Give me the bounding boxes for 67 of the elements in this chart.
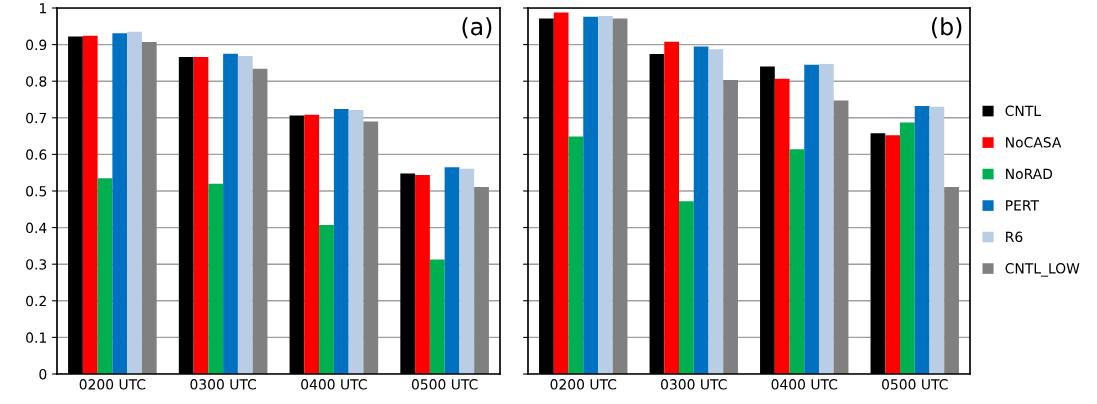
x-tick-label: 0300 UTC — [661, 379, 727, 390]
bar — [693, 46, 709, 374]
y-tick-label: 0.6 — [26, 149, 47, 160]
y-tick-label: 0 — [39, 368, 47, 380]
legend-label: R6 — [1006, 231, 1023, 243]
x-tick-label: 0200 UTC — [550, 379, 617, 390]
annotation: (b) — [931, 17, 962, 39]
bar — [900, 122, 915, 374]
y-tick-label: 0.8 — [26, 76, 47, 87]
y-tick-label: 0.1 — [26, 332, 46, 343]
bar — [348, 110, 364, 374]
bar — [568, 136, 584, 374]
y-tick-label: 0.9 — [26, 39, 47, 51]
bar — [112, 33, 128, 374]
bar — [929, 106, 945, 374]
bar — [708, 49, 724, 374]
bar — [885, 135, 901, 374]
bar — [429, 259, 445, 374]
bar — [459, 168, 475, 374]
bar — [333, 109, 349, 374]
bar — [553, 12, 569, 374]
bar — [252, 68, 268, 374]
bar — [664, 41, 680, 374]
bar — [597, 16, 613, 374]
x-tick-label: 0200 UTC — [79, 379, 146, 390]
y-tick-label: 1 — [39, 3, 46, 14]
y-tick-label: 0.2 — [26, 295, 46, 307]
bar — [127, 31, 142, 374]
bar — [363, 121, 379, 374]
legend-label: CNTL_LOW — [1005, 263, 1080, 277]
x-tick-label: 0400 UTC — [301, 379, 367, 390]
bar — [914, 106, 930, 374]
bar — [804, 64, 819, 374]
bar — [193, 57, 209, 374]
x-tick-label: 0500 UTC — [411, 379, 478, 390]
bar — [679, 201, 694, 374]
bar — [818, 64, 834, 374]
bar — [223, 53, 238, 374]
x-tick-label: 0500 UTC — [882, 379, 948, 390]
bar — [789, 149, 805, 374]
bar — [415, 174, 430, 374]
y-tick-label: 0.5 — [26, 185, 47, 197]
y-tick-label: 0.7 — [26, 112, 47, 124]
bar — [583, 16, 598, 374]
bar — [141, 42, 157, 374]
legend-label: PERT — [1006, 200, 1040, 211]
legend-label: CNTL — [1005, 105, 1041, 117]
bar — [612, 18, 628, 374]
bar — [208, 183, 224, 374]
annotation: (a) — [462, 17, 492, 39]
y-tick-label: 0.3 — [26, 259, 47, 270]
bar — [82, 35, 98, 374]
bar — [723, 80, 738, 374]
bar — [774, 78, 790, 374]
x-tick-label: 0400 UTC — [771, 379, 838, 390]
legend-label: NoRAD — [1006, 168, 1053, 180]
x-tick-label: 0300 UTC — [190, 379, 257, 390]
bar — [833, 100, 849, 374]
bar — [444, 167, 460, 374]
legend-label: NoCASA — [1006, 137, 1062, 148]
bar — [474, 186, 489, 374]
bar — [944, 186, 959, 374]
bar — [304, 114, 320, 374]
bar — [319, 225, 334, 374]
y-tick-label: 0.4 — [26, 222, 47, 234]
bar — [237, 55, 253, 374]
bar — [97, 178, 113, 374]
